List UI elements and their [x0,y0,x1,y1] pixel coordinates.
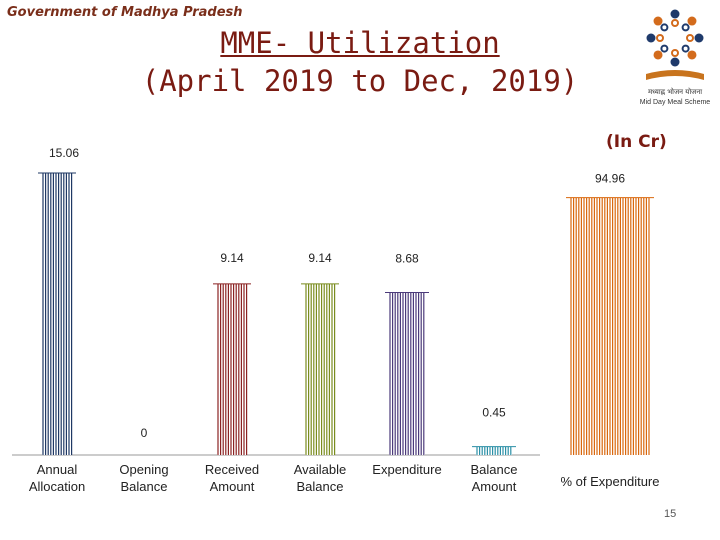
category-label-4: Available Balance [294,462,347,494]
logo-caption-english: Mid Day Meal Scheme [640,99,711,106]
value-label-1: 15.06 [49,146,79,160]
value-label-6: 0.45 [482,406,506,420]
slide-title-line-2: (April 2019 to Dec, 2019) [141,64,579,98]
logo-caption-hindi: मध्याह्न भोजन योजना [648,87,702,96]
category-label-1: Annual Allocation [29,462,85,494]
bar-4 [301,283,339,455]
category-label-6: Balance Amount [471,462,518,494]
bar-1 [38,172,76,455]
value-label-4: 9.14 [308,251,332,265]
value-label-3: 9.14 [220,251,244,265]
value-label-7: 94.96 [595,172,625,186]
bar-7 [566,197,654,456]
value-label-5: 8.68 [395,251,419,265]
header-organization: Government of Madhya Pradesh [7,5,243,20]
category-label-7: % of Expenditure [560,474,659,489]
category-label-3: Received Amount [205,462,259,494]
category-label-2: Opening Balance [119,462,168,494]
bar-3 [213,283,251,455]
value-label-2: 0 [141,426,148,440]
mid-day-meal-logo: मध्याह्न भोजन योजना Mid Day Meal Scheme [640,9,711,106]
bar-6 [472,446,516,455]
slide-title-line-1: MME- Utilization [220,26,500,60]
slide-number: 15 [664,508,677,520]
category-label-5: Expenditure [372,462,441,477]
bar-5 [385,291,429,455]
unit-label: (In Cr) [606,132,667,152]
